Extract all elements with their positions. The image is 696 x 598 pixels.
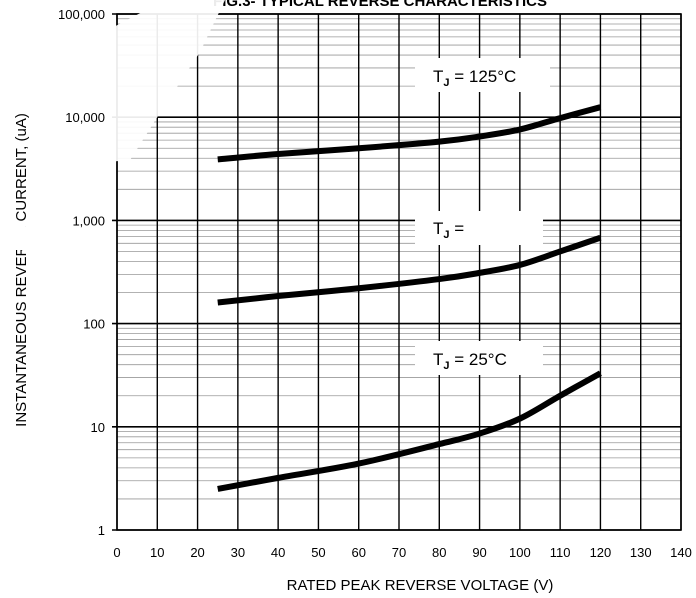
y-tick-labels: 1 10 100 1,000 10,000 100,000 — [58, 7, 105, 538]
y-tick-label: 10,000 — [65, 110, 105, 125]
annotation-125c-text: TJ = 125°C — [433, 67, 516, 89]
series-line-2 — [217, 370, 602, 492]
annotation-mid-text: TJ = — [433, 219, 464, 241]
x-tick-label: 130 — [630, 545, 652, 560]
x-tick-label: 140 — [670, 545, 692, 560]
x-tick-label: 90 — [472, 545, 486, 560]
x-tick-label: 110 — [550, 545, 571, 560]
annotation-25c-sub: J — [443, 360, 449, 372]
annotation-125c-rest: = 125°C — [450, 67, 517, 86]
x-tick-label: 0 — [113, 545, 120, 560]
annotation-125c: TJ = 125°C — [415, 58, 550, 92]
annotation-25c-t: T — [433, 350, 443, 369]
plot-frame — [116, 13, 682, 531]
x-tick-label: 20 — [190, 545, 204, 560]
series-line-0 — [217, 104, 602, 163]
annotation-125c-sub: J — [443, 77, 449, 89]
x-tick-label: 120 — [590, 545, 612, 560]
x-tick-label: 30 — [231, 545, 245, 560]
y-axis-label: INSTANTANEOUS REVERSE CURRENT, (uA) — [13, 113, 30, 427]
x-tick-label: 70 — [392, 545, 406, 560]
x-tick-label: 100 — [509, 545, 531, 560]
annotation-125c-t: T — [433, 67, 443, 86]
x-axis-label: RATED PEAK REVERSE VOLTAGE (V) — [287, 577, 554, 594]
y-tick-label: 100,000 — [58, 7, 105, 22]
series-line-1 — [217, 234, 602, 306]
annotation-25c-rest: = 25°C — [450, 350, 507, 369]
annotation-25c-text: TJ = 25°C — [433, 350, 507, 372]
x-tick-label: 40 — [271, 545, 285, 560]
y-tick-label: 1 — [98, 523, 105, 538]
annotation-mid-rest: = — [450, 219, 465, 238]
y-tick-label: 10 — [91, 420, 105, 435]
x-tick-label: 50 — [311, 545, 325, 560]
x-tick-label: 80 — [432, 545, 446, 560]
x-tick-label: 10 — [150, 545, 164, 560]
annotation-mid: TJ = — [415, 211, 543, 245]
x-tick-label: 60 — [351, 545, 365, 560]
annotation-25c: TJ = 25°C — [415, 341, 543, 375]
y-tick-label: 1,000 — [72, 213, 105, 228]
series-lines — [217, 104, 602, 492]
annotation-mid-sub: J — [443, 229, 449, 241]
y-tick-label: 100 — [83, 317, 105, 332]
annotation-mid-t: T — [433, 219, 443, 238]
x-tick-labels: 0 10 20 30 40 50 60 70 80 90 100 110 120 130 140 — [113, 545, 691, 560]
watermark-shape — [0, 0, 225, 250]
chart-title: FIG.3- TYPICAL REVERSE CHARACTERISTICS — [213, 0, 547, 10]
